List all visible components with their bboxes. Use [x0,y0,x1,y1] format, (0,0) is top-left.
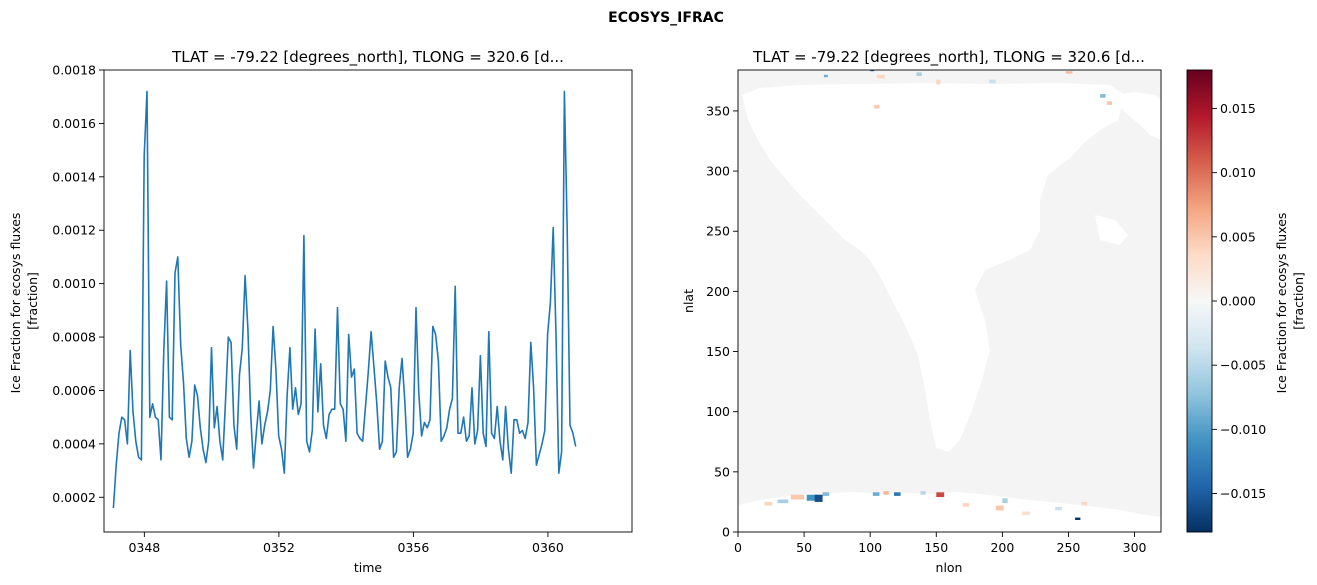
line-chart-axes: 0348 0352 0356 0360 0.0002 0.0004 0.0006 0.0008… [52,63,564,556]
heatmap-xlabel: nlon [936,560,963,575]
line-chart-ylabel: Ice Fraction for ecosys fluxes [fraction… [8,209,40,394]
anomaly-cell [936,492,945,498]
line-chart-ylabel-line1: Ice Fraction for ecosys fluxes [8,213,23,394]
anomaly-cell [1100,94,1106,98]
anomaly-cell [1075,517,1081,520]
y-tick-label: 0.0010 [52,276,96,291]
y-tick-label: 0.0018 [52,63,96,78]
anomaly-cell [883,491,889,495]
anomaly-cell [936,79,941,85]
colorbar-label-line2: [fraction] [1291,272,1306,330]
colorbar-tick-label: −0.015 [1220,486,1266,501]
colorbar-tick-label: −0.005 [1220,358,1266,373]
colorbar-tick-label: 0.005 [1220,229,1256,244]
land-islands [1095,215,1128,245]
y-tick-label: 100 [706,404,730,419]
line-chart-frame [103,69,633,533]
anomaly-cell [1002,498,1008,504]
x-tick-label: 0352 [263,540,295,555]
anomaly-cell [822,492,830,496]
colorbar-tick-label: 0.015 [1220,101,1256,116]
anomaly-cell [916,72,922,77]
x-tick-label: 50 [796,540,812,555]
x-tick-label: 300 [1123,540,1147,555]
x-tick-label: 100 [858,540,882,555]
anomaly-cell [995,505,1004,511]
y-tick-label: 300 [706,164,730,179]
anomaly-cell [876,74,885,79]
anomaly-cell [874,104,880,109]
anomaly-cell [806,494,818,501]
colorbar-tick-label: 0.010 [1220,165,1256,180]
heatmap-anomalies [764,70,1113,520]
anomaly-cell [989,79,996,84]
y-tick-label: 150 [706,344,730,359]
line-chart-ylabel-line2: [fraction] [25,272,40,330]
anomaly-cell [1065,71,1073,74]
heatmap-field [738,70,1161,532]
anomaly-cell [790,494,805,500]
y-tick-label: 0 [722,525,730,540]
land-eurasia-africa [742,83,1125,452]
colorbar-tick-label: −0.010 [1220,422,1266,437]
heatmap-frame [737,69,1162,533]
y-tick-label: 0.0014 [52,169,96,184]
anomaly-cell [920,491,926,495]
y-tick-label: 0.0008 [52,330,96,345]
x-tick-label: 0348 [128,540,160,555]
y-tick-label: 0.0012 [52,223,96,238]
y-tick-label: 0.0002 [52,490,96,505]
heatmap-ylabel: nlat [681,289,696,313]
y-tick-label: 350 [706,103,730,118]
anomaly-cell [870,70,875,72]
series-line [112,90,577,509]
x-tick-label: 200 [990,540,1014,555]
colorbar [1186,69,1213,533]
line-chart-title: TLAT = -79.22 [degrees_north], TLONG = 3… [171,48,564,67]
y-tick-label: 0.0016 [52,116,96,131]
heatmap-title: TLAT = -79.22 [degrees_north], TLONG = 3… [752,48,1145,67]
anomaly-cell [962,503,970,507]
anomaly-cell [814,494,823,502]
x-tick-label: 0356 [397,540,429,555]
line-chart-panel: TLAT = -79.22 [degrees_north], TLONG = 3… [8,48,633,575]
figure-suptitle: ECOSYS_IFRAC [608,10,724,26]
anomaly-cell [1022,511,1031,516]
x-tick-label: 150 [924,540,948,555]
anomaly-cell [777,499,789,504]
land-americas [1115,92,1161,140]
colorbar-axis: −0.015 −0.010 −0.005 0.000 0.005 0.010 0.015 [1212,101,1266,501]
line-chart-xlabel: time [354,560,383,575]
anomaly-cell [1106,101,1113,105]
y-tick-label: 0.0004 [52,436,96,451]
landmasses [738,83,1161,532]
anomaly-cell [823,74,828,78]
land-india [986,200,1020,262]
colorbar-tick-label: 0.000 [1220,294,1256,309]
heatmap-axes: 0 50 100 150 200 250 300 0 50 100 150 200 250 300 350 [706,103,1146,555]
y-tick-label: 0.0006 [52,383,96,398]
anomaly-cell [893,492,901,496]
y-tick-label: 200 [706,284,730,299]
heatmap-panel: TLAT = -79.22 [degrees_north], TLONG = 3… [681,48,1306,575]
anomaly-cell [1055,506,1062,511]
anomaly-cell [872,492,880,496]
colorbar-label: Ice Fraction for ecosys fluxes [fraction… [1274,209,1306,394]
anomaly-cell [764,501,773,506]
y-tick-label: 250 [706,224,730,239]
land-antarctica [738,492,1161,532]
y-tick-label: 50 [714,464,730,479]
x-tick-label: 250 [1057,540,1081,555]
anomaly-cell [1081,501,1087,506]
colorbar-label-line1: Ice Fraction for ecosys fluxes [1274,213,1289,394]
x-tick-label: 0 [734,540,742,555]
x-tick-label: 0360 [532,540,564,555]
